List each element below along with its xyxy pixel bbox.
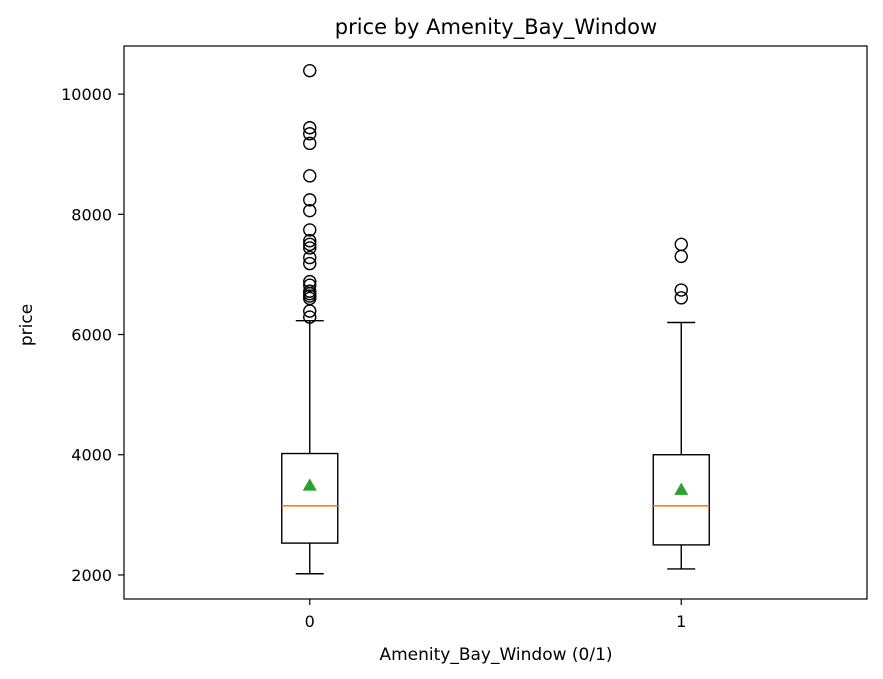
outlier-point bbox=[303, 241, 317, 255]
outlier-point bbox=[303, 256, 317, 271]
y-tick-label: 10000 bbox=[61, 85, 112, 104]
chart-title: price by Amenity_Bay_Window bbox=[335, 15, 657, 40]
iqr-box bbox=[281, 452, 339, 544]
box-group bbox=[281, 63, 339, 575]
outlier-point bbox=[674, 237, 688, 252]
mean-marker bbox=[674, 482, 689, 495]
outlier-point bbox=[674, 283, 688, 297]
y-tick-label: 8000 bbox=[71, 205, 112, 224]
plot-area-frame bbox=[123, 45, 868, 600]
y-tick-label: 2000 bbox=[71, 566, 112, 585]
outlier-point bbox=[674, 249, 688, 264]
outlier-point bbox=[303, 63, 317, 78]
outlier-point bbox=[303, 284, 317, 298]
y-axis: 2000 4000 6000 8000 10000 bbox=[61, 85, 124, 585]
y-tick-label: 6000 bbox=[71, 326, 112, 345]
outlier-point bbox=[303, 193, 317, 207]
outlier-point bbox=[303, 234, 317, 248]
y-tick-label: 4000 bbox=[71, 446, 112, 465]
outlier-point bbox=[303, 237, 317, 252]
x-axis-label: Amenity_Bay_Window (0/1) bbox=[379, 645, 612, 665]
outlier-point bbox=[303, 250, 317, 265]
outlier-point bbox=[674, 291, 688, 305]
outlier-point bbox=[303, 136, 317, 151]
x-tick-label: 1 bbox=[676, 612, 686, 631]
x-tick-label: 0 bbox=[305, 612, 315, 631]
outlier-point bbox=[303, 278, 317, 292]
boxes bbox=[281, 63, 710, 575]
y-axis-label: price bbox=[17, 304, 37, 346]
outlier-point bbox=[303, 127, 317, 141]
outlier-point bbox=[303, 203, 317, 218]
outlier-point bbox=[303, 274, 317, 289]
outlier-point bbox=[303, 310, 317, 324]
outlier-point bbox=[303, 169, 317, 183]
mean-marker bbox=[302, 478, 317, 491]
iqr-box bbox=[652, 454, 710, 546]
box-group bbox=[652, 237, 710, 570]
outlier-point bbox=[303, 223, 317, 237]
outlier-point bbox=[303, 121, 317, 135]
